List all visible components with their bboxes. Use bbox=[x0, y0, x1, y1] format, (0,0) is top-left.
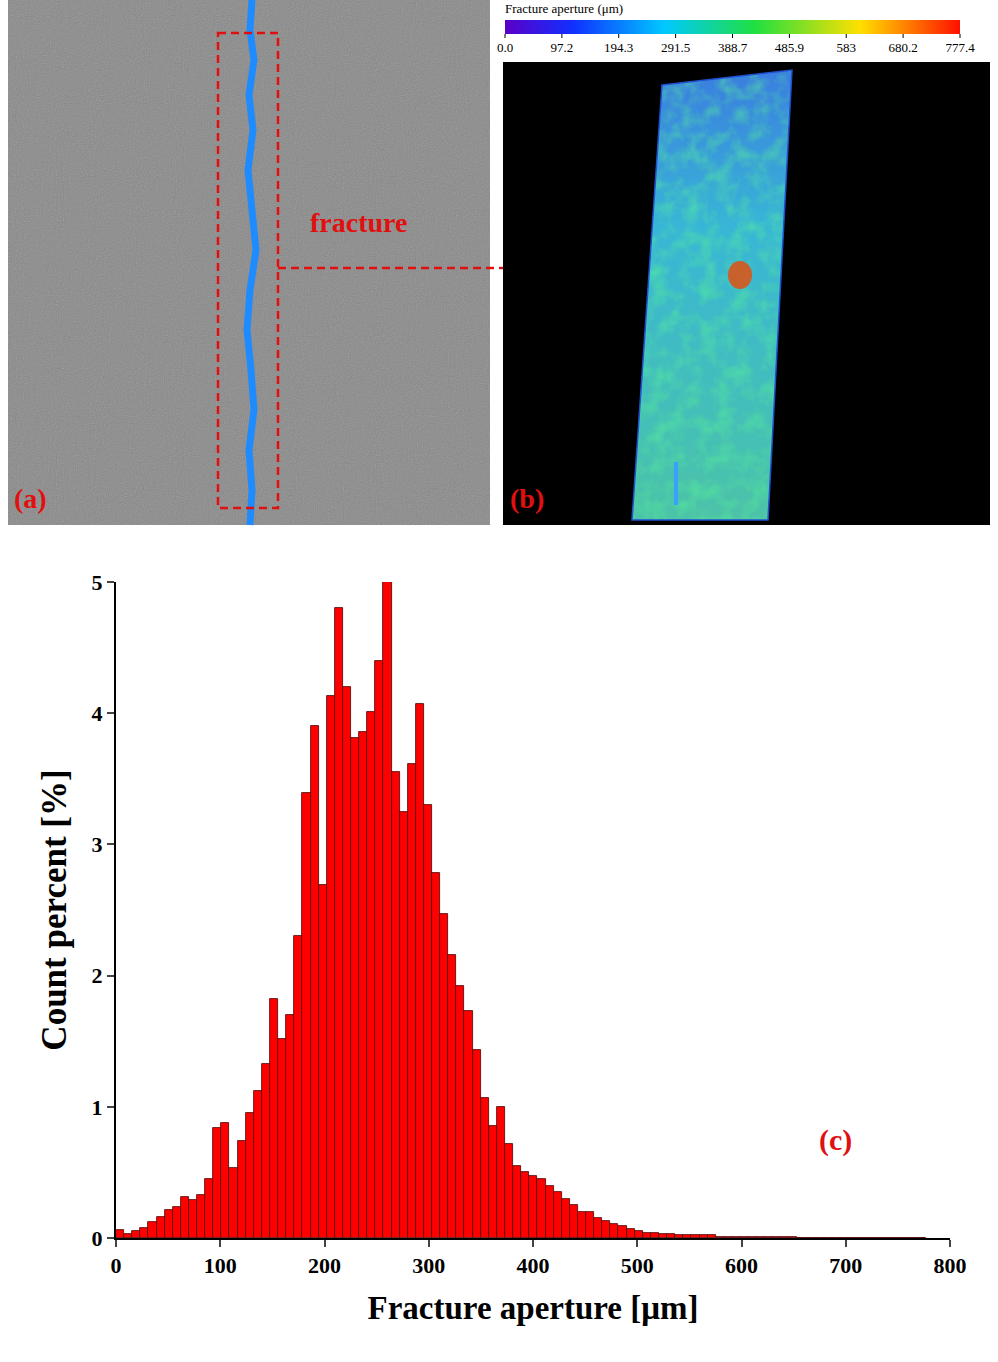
svg-text:500: 500 bbox=[621, 1253, 654, 1278]
svg-text:1: 1 bbox=[92, 1095, 103, 1120]
svg-text:800: 800 bbox=[934, 1253, 967, 1278]
svg-text:400: 400 bbox=[517, 1253, 550, 1278]
svg-text:5: 5 bbox=[92, 570, 103, 595]
svg-text:(c): (c) bbox=[819, 1123, 852, 1157]
svg-text:Fracture aperture [μm]: Fracture aperture [μm] bbox=[368, 1290, 699, 1326]
svg-text:200: 200 bbox=[308, 1253, 341, 1278]
svg-text:3: 3 bbox=[92, 832, 103, 857]
svg-text:583: 583 bbox=[836, 40, 856, 55]
svg-text:(b): (b) bbox=[510, 483, 544, 514]
svg-text:0.0: 0.0 bbox=[497, 40, 513, 55]
svg-text:2: 2 bbox=[92, 963, 103, 988]
svg-text:300: 300 bbox=[412, 1253, 445, 1278]
svg-text:100: 100 bbox=[204, 1253, 237, 1278]
svg-text:Fracture aperture (μm): Fracture aperture (μm) bbox=[505, 1, 623, 16]
svg-text:fracture: fracture bbox=[310, 207, 407, 238]
svg-text:0: 0 bbox=[92, 1226, 103, 1251]
svg-text:291.5: 291.5 bbox=[661, 40, 690, 55]
svg-text:(a): (a) bbox=[14, 483, 47, 514]
svg-text:4: 4 bbox=[92, 701, 103, 726]
svg-text:700: 700 bbox=[829, 1253, 862, 1278]
svg-text:194.3: 194.3 bbox=[604, 40, 633, 55]
svg-text:777.4: 777.4 bbox=[945, 40, 975, 55]
svg-text:388.7: 388.7 bbox=[718, 40, 748, 55]
svg-text:485.9: 485.9 bbox=[775, 40, 804, 55]
svg-text:Count percent [%]: Count percent [%] bbox=[35, 769, 74, 1050]
svg-text:0: 0 bbox=[111, 1253, 122, 1278]
svg-text:680.2: 680.2 bbox=[888, 40, 917, 55]
svg-text:97.2: 97.2 bbox=[551, 40, 574, 55]
svg-text:600: 600 bbox=[725, 1253, 758, 1278]
